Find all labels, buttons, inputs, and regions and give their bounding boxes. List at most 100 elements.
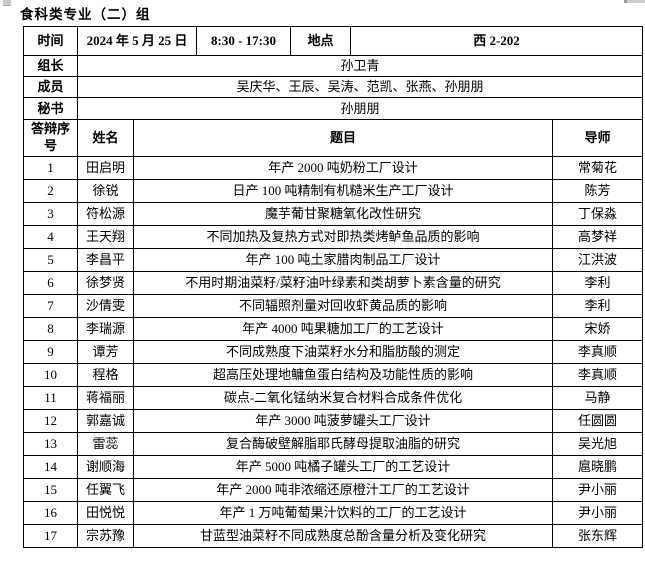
members-label-cell: 成员 <box>23 76 78 98</box>
table-row: 4 王天翔 不同加热及复热方式对即热类烤鲈鱼品质的影响 高梦祥 <box>23 225 644 249</box>
seq-cell: 6 <box>23 271 78 295</box>
title-cell: 年产 2000 吨奶粉工厂设计 <box>132 156 554 180</box>
header-title: 题目 <box>132 119 554 157</box>
advisor-cell: 高梦祥 <box>552 225 644 249</box>
title-cell: 不同加热及复热方式对即热类烤鲈鱼品质的影响 <box>132 225 554 249</box>
location-cell: 西 2-202 <box>350 26 644 56</box>
secretary-row: 秘书 孙朋朋 <box>23 97 644 120</box>
header-seq-label: 答辩序号 <box>30 121 70 153</box>
seq-cell: 14 <box>23 455 78 479</box>
name-cell: 任翼飞 <box>77 478 134 502</box>
seq-cell: 4 <box>23 225 78 249</box>
advisor-cell: 马静 <box>552 386 644 410</box>
secretary-label-cell: 秘书 <box>23 97 78 120</box>
table-row: 14 谢顺海 年产 5000 吨橘子罐头工厂的工艺设计 扈晓鹏 <box>23 455 644 479</box>
header-advisor: 导师 <box>552 119 644 157</box>
seq-cell: 1 <box>23 156 78 180</box>
advisor-cell: 江洪波 <box>552 248 644 272</box>
title-cell: 甘蓝型油菜籽不同成熟度总酚含量分析及变化研究 <box>132 524 554 548</box>
leader-label-cell: 组长 <box>23 55 78 77</box>
table-header-row: 答辩序号 姓名 题目 导师 <box>23 119 644 157</box>
table-row: 9 谭芳 不同成熟度下油菜籽水分和脂肪酸的测定 李真顺 <box>23 340 644 364</box>
seq-cell: 8 <box>23 317 78 341</box>
name-cell: 徐梦贤 <box>77 271 134 295</box>
title-cell: 复合酶破壁解脂耶氏酵母提取油脂的研究 <box>132 432 554 456</box>
title-cell: 魔芋葡甘聚糖氧化改性研究 <box>132 202 554 226</box>
table-row: 12 郭嘉诚 年产 3000 吨菠萝罐头工厂设计 任圆圆 <box>23 409 644 433</box>
advisor-cell: 吴光旭 <box>552 432 644 456</box>
table-row: 13 雷蕊 复合酶破壁解脂耶氏酵母提取油脂的研究 吴光旭 <box>23 432 644 456</box>
time-label-cell: 时间 <box>23 26 78 56</box>
seq-cell: 12 <box>23 409 78 433</box>
seq-cell: 3 <box>23 202 78 226</box>
table-row: 7 沙倩雯 不同辐照剂量对回收虾黄品质的影响 李利 <box>23 294 644 318</box>
title-cell: 日产 100 吨精制有机糙米生产工厂设计 <box>132 179 554 203</box>
table-row: 2 徐锐 日产 100 吨精制有机糙米生产工厂设计 陈芳 <box>23 179 644 203</box>
title-cell: 超高压处理地鳙鱼蛋白结构及功能性质的影响 <box>132 363 554 387</box>
scrollbar-fragment-right <box>624 0 645 3</box>
table-row: 10 程格 超高压处理地鳙鱼蛋白结构及功能性质的影响 李真顺 <box>23 363 644 387</box>
defense-schedule-table: 时间 2024 年 5 月 25 日 8:30 - 17:30 地点 西 2-2… <box>23 26 644 548</box>
advisor-cell: 宋娇 <box>552 317 644 341</box>
name-cell: 田启明 <box>77 156 134 180</box>
advisor-cell: 李利 <box>552 294 644 318</box>
table-row: 5 李昌平 年产 100 吨土家腊肉制品工厂设计 江洪波 <box>23 248 644 272</box>
table-row: 16 田悦悦 年产 1 万吨葡萄果汁饮料的工厂的工艺设计 尹小丽 <box>23 501 644 525</box>
title-cell: 碳点-二氧化锰纳米复合材料合成条件优化 <box>132 386 554 410</box>
page-title: 食科类专业（二）组 <box>20 7 151 22</box>
name-cell: 蒋福丽 <box>77 386 134 410</box>
defense-table-body: 1 田启明 年产 2000 吨奶粉工厂设计 常菊花 2 徐锐 日产 100 吨精… <box>23 156 644 548</box>
location-label-cell: 地点 <box>290 26 352 56</box>
title-cell: 年产 4000 吨果糖加工厂的工艺设计 <box>132 317 554 341</box>
seq-cell: 17 <box>23 524 78 548</box>
schedule-info-section: 时间 2024 年 5 月 25 日 8:30 - 17:30 地点 西 2-2… <box>23 26 644 157</box>
members-row: 成员 吴庆华、王辰、吴涛、范凯、张燕、孙朋朋 <box>23 76 644 98</box>
table-row: 6 徐梦贤 不用时期油菜籽/菜籽油叶绿素和类胡萝卜素含量的研究 李利 <box>23 271 644 295</box>
name-cell: 宗苏豫 <box>77 524 134 548</box>
table-row: 8 李瑞源 年产 4000 吨果糖加工厂的工艺设计 宋娇 <box>23 317 644 341</box>
advisor-cell: 尹小丽 <box>552 501 644 525</box>
date-cell: 2024 年 5 月 25 日 <box>76 26 198 56</box>
leader-cell: 孙卫青 <box>76 55 644 77</box>
title-cell: 年产 1 万吨葡萄果汁饮料的工厂的工艺设计 <box>132 501 554 525</box>
advisor-cell: 陈芳 <box>552 179 644 203</box>
table-row: 1 田启明 年产 2000 吨奶粉工厂设计 常菊花 <box>23 156 644 180</box>
advisor-cell: 丁保淼 <box>552 202 644 226</box>
seq-cell: 5 <box>23 248 78 272</box>
seq-cell: 2 <box>23 179 78 203</box>
name-cell: 李瑞源 <box>77 317 134 341</box>
seq-cell: 9 <box>23 340 78 364</box>
title-cell: 不用时期油菜籽/菜籽油叶绿素和类胡萝卜素含量的研究 <box>132 271 554 295</box>
scrollbar-fragment-left <box>3 0 11 6</box>
secretary-cell: 孙朋朋 <box>76 97 644 120</box>
table-row: 11 蒋福丽 碳点-二氧化锰纳米复合材料合成条件优化 马静 <box>23 386 644 410</box>
table-row: 3 符松源 魔芋葡甘聚糖氧化改性研究 丁保淼 <box>23 202 644 226</box>
name-cell: 田悦悦 <box>77 501 134 525</box>
title-cell: 不同辐照剂量对回收虾黄品质的影响 <box>132 294 554 318</box>
name-cell: 程格 <box>77 363 134 387</box>
table-row: 17 宗苏豫 甘蓝型油菜籽不同成熟度总酚含量分析及变化研究 张东辉 <box>23 524 644 548</box>
name-cell: 沙倩雯 <box>77 294 134 318</box>
name-cell: 谭芳 <box>77 340 134 364</box>
title-cell: 年产 3000 吨菠萝罐头工厂设计 <box>132 409 554 433</box>
leader-row: 组长 孙卫青 <box>23 55 644 77</box>
advisor-cell: 扈晓鹏 <box>552 455 644 479</box>
advisor-cell: 任圆圆 <box>552 409 644 433</box>
title-cell: 年产 5000 吨橘子罐头工厂的工艺设计 <box>132 455 554 479</box>
seq-cell: 10 <box>23 363 78 387</box>
seq-cell: 13 <box>23 432 78 456</box>
members-cell: 吴庆华、王辰、吴涛、范凯、张燕、孙朋朋 <box>76 76 644 98</box>
name-cell: 王天翔 <box>77 225 134 249</box>
title-cell: 年产 2000 吨非浓缩还原橙汁工厂的工艺设计 <box>132 478 554 502</box>
seq-cell: 11 <box>23 386 78 410</box>
header-seq: 答辩序号 <box>23 119 78 157</box>
header-name: 姓名 <box>77 119 134 157</box>
time-range-cell: 8:30 - 17:30 <box>196 26 292 56</box>
name-cell: 谢顺海 <box>77 455 134 479</box>
name-cell: 李昌平 <box>77 248 134 272</box>
advisor-cell: 常菊花 <box>552 156 644 180</box>
table-row: 15 任翼飞 年产 2000 吨非浓缩还原橙汁工厂的工艺设计 尹小丽 <box>23 478 644 502</box>
advisor-cell: 李真顺 <box>552 363 644 387</box>
time-location-row: 时间 2024 年 5 月 25 日 8:30 - 17:30 地点 西 2-2… <box>23 26 644 56</box>
